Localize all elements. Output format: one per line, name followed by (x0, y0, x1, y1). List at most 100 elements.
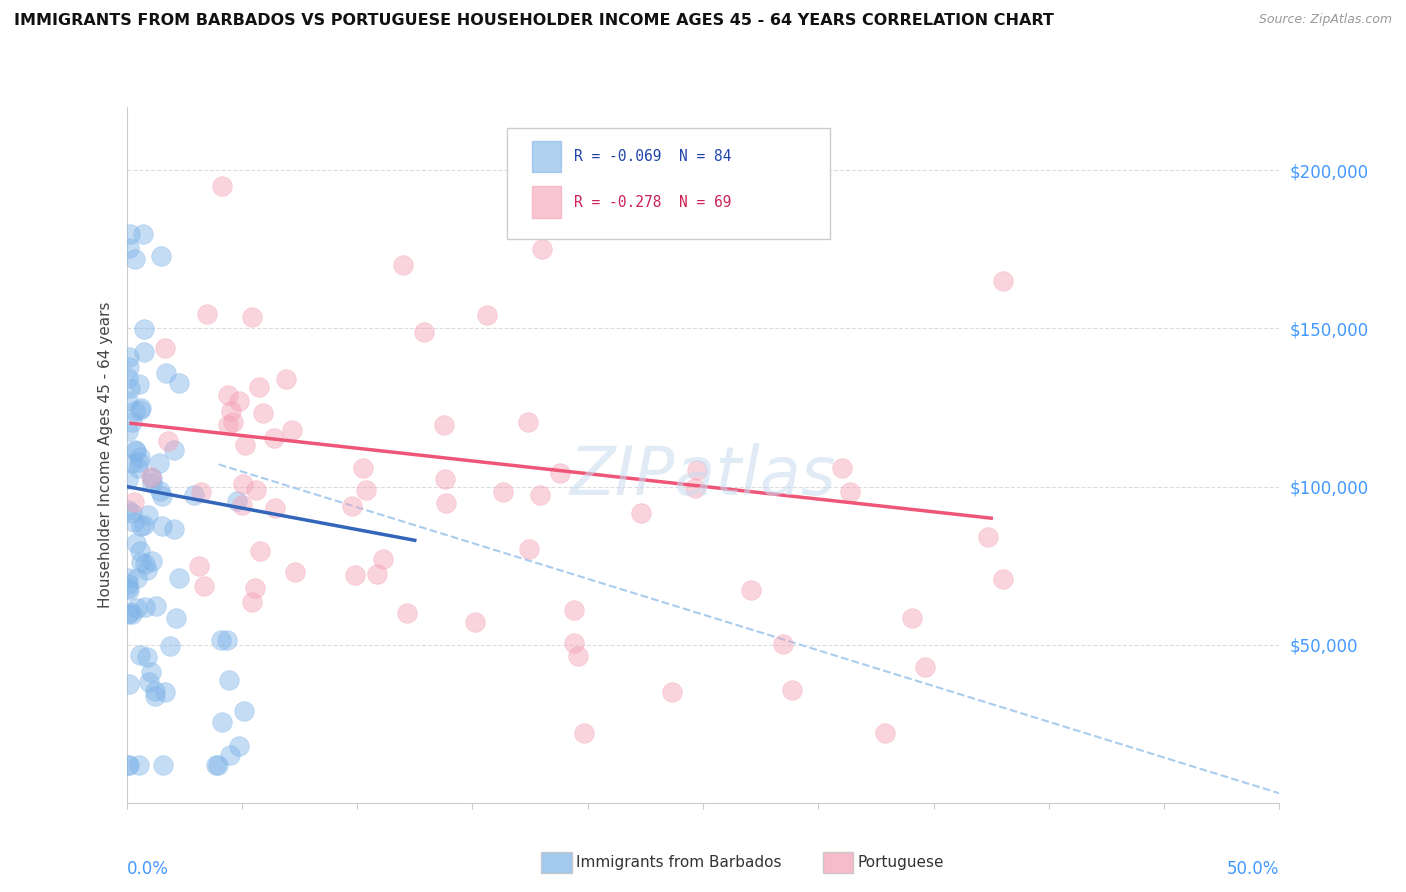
Point (165, 611, 187, 625)
Point (226, 494, 249, 508)
Point (187, 558, 209, 573)
Point (562, 603, 585, 617)
Point (118, 605, 141, 619)
Point (163, 442, 186, 457)
Point (134, 600, 156, 615)
Point (125, 536, 148, 550)
Point (215, 632, 238, 647)
Point (136, 508, 159, 522)
Point (141, 476, 163, 491)
Point (477, 308, 499, 322)
Point (190, 484, 212, 499)
Point (117, 607, 139, 621)
Point (117, 472, 139, 486)
Point (145, 599, 167, 613)
Text: IMMIGRANTS FROM BARBADOS VS PORTUGUESE HOUSEHOLDER INCOME AGES 45 - 64 YEARS COR: IMMIGRANTS FROM BARBADOS VS PORTUGUESE H… (14, 13, 1054, 29)
Point (217, 388, 239, 402)
Point (127, 460, 149, 475)
Point (128, 757, 150, 772)
Point (900, 610, 922, 624)
Point (150, 518, 173, 533)
Point (740, 583, 762, 598)
Point (118, 350, 141, 364)
Point (141, 469, 163, 483)
Point (366, 567, 388, 582)
Point (392, 258, 415, 272)
Point (138, 674, 160, 689)
Point (263, 500, 285, 515)
Point (124, 252, 146, 266)
Point (572, 726, 595, 740)
Point (122, 495, 145, 509)
FancyBboxPatch shape (533, 141, 561, 172)
Point (150, 249, 173, 263)
Point (159, 639, 181, 653)
Point (517, 542, 540, 557)
Point (139, 665, 162, 680)
Point (129, 555, 152, 569)
Point (232, 704, 254, 718)
Point (263, 430, 285, 444)
Point (530, 243, 553, 257)
Point (117, 577, 139, 591)
Point (117, 424, 139, 438)
Point (464, 615, 486, 630)
Point (120, 381, 142, 395)
Point (661, 684, 683, 698)
Point (914, 660, 936, 674)
Point (354, 483, 377, 497)
Point (207, 757, 229, 772)
Point (371, 552, 394, 566)
Point (228, 394, 250, 409)
Point (562, 636, 585, 650)
Point (434, 496, 457, 510)
Point (218, 747, 240, 762)
Point (128, 648, 150, 662)
Point (129, 450, 152, 465)
FancyBboxPatch shape (508, 128, 830, 239)
Point (433, 417, 456, 432)
Text: R = -0.278  N = 69: R = -0.278 N = 69 (574, 194, 731, 210)
Point (157, 434, 180, 449)
Point (167, 376, 190, 390)
Point (155, 366, 177, 380)
Point (567, 649, 589, 664)
Point (686, 463, 709, 477)
Point (127, 571, 149, 585)
Point (977, 530, 1000, 544)
Point (240, 310, 263, 325)
Point (831, 460, 853, 475)
Point (136, 650, 159, 665)
Point (209, 633, 232, 648)
Point (132, 345, 155, 359)
Point (550, 466, 572, 480)
Point (117, 394, 139, 409)
Point (352, 460, 374, 475)
Point (128, 544, 150, 558)
Point (991, 572, 1014, 586)
Point (222, 415, 245, 429)
Point (276, 371, 298, 385)
Text: 50.0%: 50.0% (1227, 860, 1279, 878)
Point (211, 179, 233, 194)
Point (118, 360, 141, 375)
Point (247, 380, 270, 394)
Point (284, 565, 307, 579)
Point (117, 581, 139, 595)
Point (129, 518, 152, 533)
FancyBboxPatch shape (533, 186, 561, 218)
Point (517, 415, 540, 429)
Point (232, 477, 254, 491)
Point (630, 506, 652, 520)
Point (117, 757, 139, 772)
Point (118, 582, 141, 597)
Point (129, 402, 152, 417)
Point (167, 571, 190, 585)
Point (155, 685, 177, 699)
Point (153, 341, 176, 355)
Point (183, 488, 205, 502)
Point (205, 757, 228, 772)
Point (529, 487, 551, 501)
Point (127, 601, 149, 615)
Point (141, 470, 163, 484)
